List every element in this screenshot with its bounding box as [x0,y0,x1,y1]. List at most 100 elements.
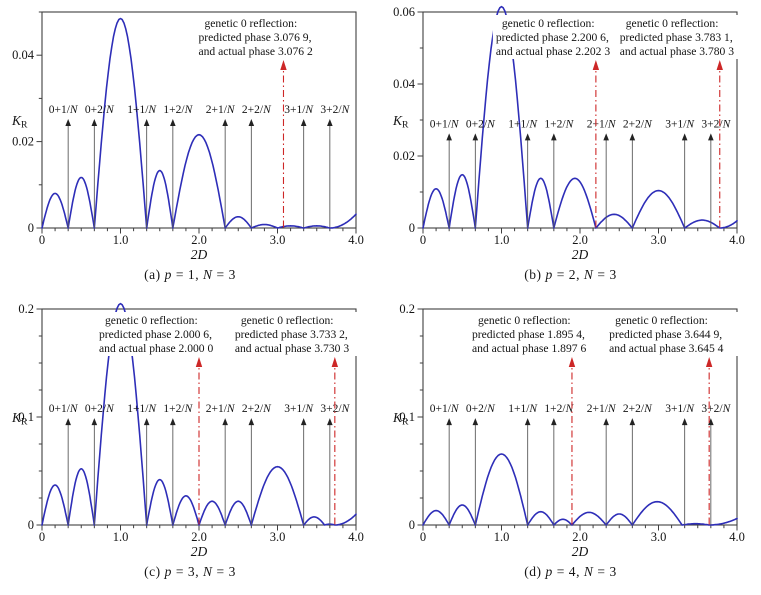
x-tick-label: 1.0 [113,233,129,247]
x-tick-label: 4.0 [348,530,364,544]
harmonic-arrow-head [143,418,150,426]
y-axis-label: KR [392,113,409,131]
caption-segment: N [583,564,594,579]
reflection-annotation-line: and actual phase 3.076 2 [198,45,312,58]
y-tick-label: 0.04 [12,48,35,62]
caption-segment: = 3, [171,564,204,579]
reflection-annotation-line: and actual phase 1.897 6 [471,342,585,355]
harmonic-arrow-label: 2+2/N [622,118,652,130]
y-tick-label: 0 [28,221,34,235]
curve-line [41,302,357,526]
harmonic-arrow-label: 2+2/N [242,104,272,116]
harmonic-arrow-head [248,119,255,126]
harmonic-arrow-head [445,133,452,141]
y-tick-label: 0 [408,221,414,235]
x-tick-label: 0 [419,233,425,247]
subplot-d-chart: 0 1.0 2.0 3.0 4.0 0 0.1 0.2 2D KR 0+1/N 0+2/N 1+1/N 1… [392,302,745,559]
harmonic-arrow-label: 2+2/N [242,403,272,415]
reflection-annotation-line: genetic 0 reflection: [105,314,198,327]
subplot-a-caption: (a) p = 1, N = 3 [144,267,236,283]
x-tick-label: 0 [39,530,45,544]
reflection-annotation-line: and actual phase 2.000 0 [99,342,213,355]
harmonic-arrow-label: 1+1/N [508,118,538,130]
y-tick-label: 0 [408,518,414,532]
annotation-mask [492,15,629,59]
reflection-arrow-head [331,357,339,367]
caption-segment: = 3 [593,267,617,282]
y-tick-label: 0.06 [393,5,415,19]
harmonic-arrow-head [550,418,557,426]
annotation-mask [616,15,753,59]
y-axis-ticks [36,308,42,526]
annotation-mask [96,312,232,356]
harmonic-arrow-head [170,119,176,126]
caption-segment: N [583,267,594,282]
harmonic-arrow-head [170,418,176,426]
harmonic-arrow-head [629,133,635,141]
reflection-annotation-line: predicted phase 3.733 2, [235,328,348,341]
caption-segment: p [164,267,172,282]
harmonic-arrow-head [65,418,71,426]
x-tick-label: 1.0 [493,233,509,247]
harmonic-arrow-label: 2+1/N [586,403,616,415]
harmonic-arrow-label: 0+2/N [465,118,495,130]
subplot-c-chart: 0 1.0 2.0 3.0 4.0 0 0.1 0.2 2D KR 0+1/N 0+2/N 1+1/N 1… [11,302,368,559]
annotation-mask [231,312,368,356]
x-axis-ticks [422,228,737,234]
harmonic-arrow-head [602,133,609,141]
reflection-annotation-line: and actual phase 2.202 3 [495,45,609,58]
harmonic-arrow-label: 0+1/N [49,104,79,116]
harmonic-arrow-head [327,119,333,126]
reflection-annotation-line: and actual phase 3.730 3 [235,342,349,355]
reflection-annotation-line: genetic 0 reflection: [241,314,334,327]
y-axis-ticks [36,11,42,229]
annotation-mask [605,312,742,356]
x-tick-label: 1.0 [113,530,129,544]
harmonic-arrow-head [91,418,98,426]
subplot-c: 0 1.0 2.0 3.0 4.0 0 0.1 0.2 2D KR 0+1/N 0+2/N 1+1/N 1… [0,297,380,595]
x-axis-label: 2D [571,247,588,262]
x-tick-label: 0 [419,530,425,544]
y-axis-ticks [417,308,423,526]
y-axis-label: KR [11,113,28,131]
y-axis-label: KR [11,410,28,428]
harmonic-arrow-head [472,133,478,141]
harmonic-arrow-head [300,418,307,426]
y-axis-label: KR [392,410,409,428]
annotation-mask [195,15,332,59]
harmonic-arrow-label: 0+2/N [85,403,115,415]
x-axis-ticks [422,525,737,531]
harmonic-arrow-head [327,418,333,426]
harmonic-arrow-head [524,133,530,141]
x-tick-label: 2.0 [191,233,207,247]
x-tick-label: 3.0 [650,233,666,247]
harmonic-arrow-head [300,119,307,126]
harmonic-arrow-label: 3+1/N [284,104,314,116]
x-tick-label: 4.0 [729,530,745,544]
harmonic-arrow-head [143,119,150,126]
y-tick-label: 0.02 [12,135,34,149]
harmonic-arrow-label: 1+2/N [163,403,193,415]
reflection-arrow-head [716,60,723,70]
harmonic-arrow-label: 0+2/N [465,403,495,415]
caption-segment: = 1, [171,267,204,282]
harmonic-arrow-label: 0+1/N [429,118,459,130]
caption-segment: = 3 [212,267,236,282]
harmonic-arrow-label: 2+1/N [206,104,236,116]
harmonic-arrow-head [472,418,478,426]
x-axis-label: 2D [571,544,588,559]
harmonic-arrow-label: 3+1/N [665,118,695,130]
reflection-annotation-line: genetic 0 reflection: [204,17,297,30]
x-axis-ticks [41,525,357,531]
harmonic-arrow-label: 1+1/N [508,403,538,415]
caption-segment: = 4, [552,564,584,579]
reflection-arrow-head [705,357,712,367]
y-tick-label: 0.2 [18,302,34,316]
harmonic-arrow-head [629,418,635,426]
caption-segment: = 3 [212,564,236,579]
harmonic-arrow-label: 1+1/N [127,403,157,415]
caption-segment: (c) [144,564,165,579]
reflection-annotation-line: genetic 0 reflection: [625,17,718,30]
x-tick-label: 3.0 [650,530,666,544]
harmonic-arrow-label: 2+1/N [206,403,236,415]
